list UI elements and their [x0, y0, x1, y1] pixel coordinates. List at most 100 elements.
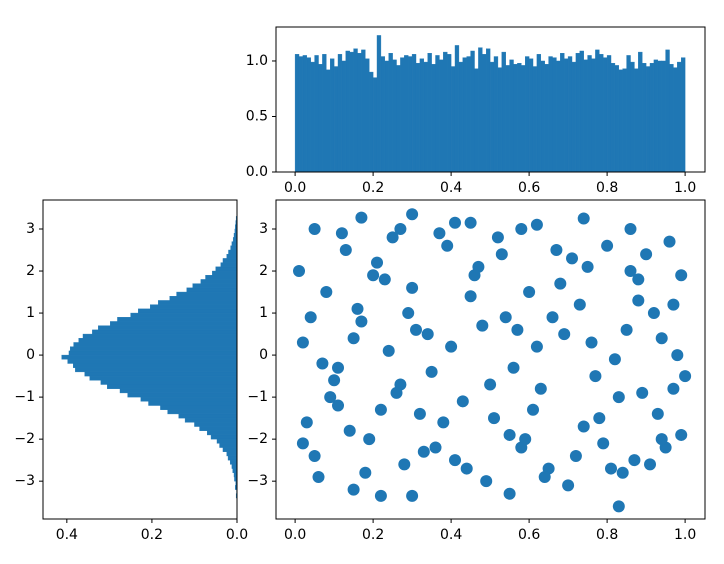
histogram-bar	[552, 57, 557, 173]
scatter-point	[519, 433, 532, 446]
histogram-bar	[634, 68, 639, 173]
scatter-point	[355, 211, 368, 224]
histogram-bar	[681, 57, 686, 173]
scatter-point	[308, 223, 321, 235]
histogram-bar	[330, 58, 335, 173]
y-tick-label: −1	[247, 389, 268, 405]
y-tick-label: 0	[26, 347, 35, 363]
scatter-point	[300, 416, 313, 429]
scatter-point	[328, 374, 341, 387]
scatter-point	[402, 307, 415, 320]
histogram-bar	[603, 57, 608, 173]
scatter-point	[495, 248, 508, 261]
y-tick-label: −3	[247, 473, 268, 489]
histogram-bar	[227, 455, 238, 461]
scatter-point	[449, 216, 462, 229]
histogram-bar	[521, 65, 526, 173]
histogram-bar	[70, 346, 238, 352]
histogram-bar	[349, 51, 354, 173]
histogram-bar	[82, 333, 238, 339]
y-tick-label: 1	[26, 305, 35, 321]
scatter-point	[593, 412, 606, 425]
scatter-point	[332, 399, 345, 412]
histogram-bar	[505, 65, 510, 173]
histogram-bar	[89, 375, 238, 381]
scatter-point	[608, 353, 621, 366]
histogram-bar	[528, 58, 534, 173]
scatter-point	[378, 273, 391, 286]
scatter-point	[339, 244, 352, 257]
histogram-bar	[229, 459, 238, 465]
histogram-bar	[657, 60, 662, 173]
histogram-bar	[380, 56, 386, 173]
axes-frame	[275, 199, 706, 520]
histogram-bar	[148, 401, 238, 406]
scatter-point	[429, 441, 442, 454]
histogram-bar	[606, 55, 612, 173]
scatter-point	[374, 403, 387, 416]
histogram-bar	[365, 58, 370, 173]
scatter-point	[605, 462, 618, 475]
histogram-bar	[493, 56, 499, 173]
histogram-bar	[501, 51, 506, 173]
histogram-bar	[127, 392, 238, 398]
x-tick-label: 0.2	[362, 180, 384, 196]
y-tick-label: 0.5	[246, 108, 268, 124]
y-tick-label: 0.0	[246, 164, 268, 180]
y-tick-label: 3	[26, 221, 35, 237]
scatter-point	[640, 248, 653, 261]
histogram-bar	[415, 62, 421, 173]
x-tick-label: 0.8	[596, 527, 618, 543]
histogram-bar	[184, 417, 238, 423]
histogram-bar	[314, 55, 319, 173]
histogram-bar	[630, 61, 635, 173]
scatter-point	[296, 437, 309, 450]
scatter-point	[632, 294, 645, 307]
y-tick-label: 2	[26, 263, 35, 279]
scatter-point	[421, 328, 434, 341]
x-tick-label: 0.2	[141, 527, 163, 543]
histogram-bar	[294, 54, 300, 173]
histogram-bar	[200, 279, 238, 284]
y-tick-label: 0	[259, 347, 268, 363]
axes-frame	[42, 199, 238, 520]
x-tick-label: 0.4	[440, 180, 462, 196]
scatter-point	[538, 470, 551, 483]
scatter-point	[527, 403, 540, 416]
histogram-bar	[579, 50, 584, 173]
histogram-bar	[158, 300, 238, 305]
histogram-bar	[556, 60, 561, 173]
histogram-bar	[199, 426, 238, 431]
histogram-bar	[205, 275, 238, 280]
histogram-bar	[649, 62, 655, 173]
histogram-bar	[591, 58, 596, 173]
histogram-bar	[544, 64, 549, 173]
histogram-bar	[98, 325, 238, 331]
histogram-bar	[653, 59, 659, 173]
scatter-point	[515, 223, 528, 235]
histogram-bar	[107, 384, 238, 389]
histogram-bar	[231, 241, 238, 247]
y-tick-label: −2	[247, 431, 268, 447]
scatter-point	[441, 239, 454, 252]
scatter-point	[320, 286, 333, 299]
y-tick-label: −1	[14, 389, 35, 405]
histogram-bar	[337, 54, 343, 173]
x-tick-label: 0.6	[518, 180, 540, 196]
scatter-point	[343, 424, 356, 437]
y-tick-label: 2	[259, 263, 268, 279]
x-tick-label: 0.6	[518, 527, 540, 543]
scatter-point	[359, 466, 372, 479]
scatter-point	[308, 449, 321, 462]
x-tick-label: 0.8	[596, 180, 618, 196]
histogram-bar	[478, 47, 483, 173]
histogram-bar	[333, 66, 339, 173]
histogram-bar	[231, 464, 238, 469]
histogram-bar	[130, 312, 238, 318]
axes-frame	[275, 26, 706, 173]
histogram-bar	[392, 59, 397, 173]
scatter-point	[293, 265, 306, 278]
scatter-point	[675, 428, 688, 441]
scatter-point	[616, 466, 629, 479]
histogram-bar	[212, 270, 238, 276]
